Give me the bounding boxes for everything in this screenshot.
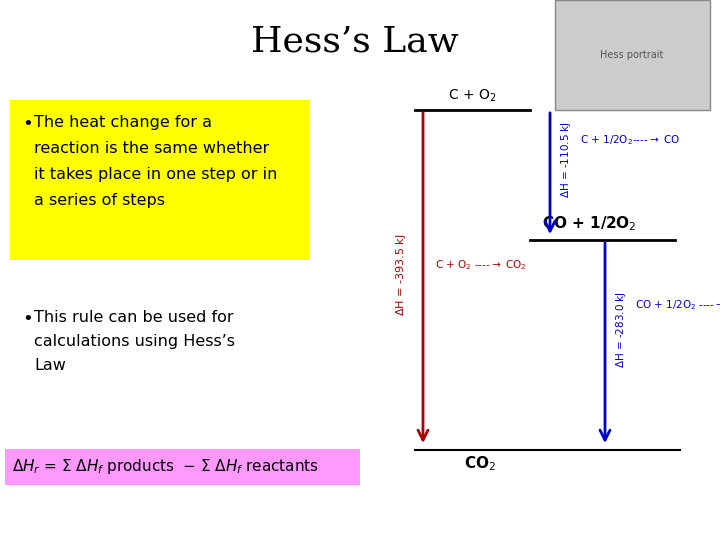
Text: This rule can be used for: This rule can be used for — [34, 310, 233, 325]
Text: C + O$_2$: C + O$_2$ — [449, 87, 497, 104]
Text: Law: Law — [34, 358, 66, 373]
Text: •: • — [22, 115, 32, 133]
Text: Hess’s Law: Hess’s Law — [251, 25, 459, 59]
Text: CO + 1/2O$_2$ ----$\rightarrow$CO$_2$: CO + 1/2O$_2$ ----$\rightarrow$CO$_2$ — [635, 298, 720, 312]
Text: $\Delta H_{r}$ = $\Sigma$ $\Delta H_{f}$ products$_{\ }$ $-$ $\Sigma$ $\Delta H_: $\Delta H_{r}$ = $\Sigma$ $\Delta H_{f}$… — [12, 457, 319, 476]
Text: CO + 1/2O$_2$: CO + 1/2O$_2$ — [542, 214, 636, 233]
Text: $\Delta$H = -283.0 kJ: $\Delta$H = -283.0 kJ — [614, 292, 628, 368]
Bar — [5, 449, 360, 485]
Text: Hess portrait: Hess portrait — [600, 50, 664, 60]
Text: reaction is the same whether: reaction is the same whether — [34, 141, 269, 156]
Text: CO$_2$: CO$_2$ — [464, 454, 496, 472]
Text: calculations using Hess’s: calculations using Hess’s — [34, 334, 235, 349]
Bar — [555, 0, 710, 110]
Text: a series of steps: a series of steps — [34, 193, 165, 208]
Text: $\Delta$H = -393.5 kJ: $\Delta$H = -393.5 kJ — [394, 234, 408, 316]
Text: •: • — [22, 310, 32, 328]
Text: it takes place in one step or in: it takes place in one step or in — [34, 167, 277, 182]
Text: C + 1/2O$_2$----$\rightarrow$ CO: C + 1/2O$_2$----$\rightarrow$ CO — [580, 133, 680, 147]
Text: C + O$_2$ ----$\rightarrow$ CO$_2$: C + O$_2$ ----$\rightarrow$ CO$_2$ — [435, 258, 526, 272]
Text: The heat change for a: The heat change for a — [34, 115, 212, 130]
Text: $\Delta$H = -110.5 kJ: $\Delta$H = -110.5 kJ — [559, 122, 573, 199]
Bar — [10, 100, 310, 260]
